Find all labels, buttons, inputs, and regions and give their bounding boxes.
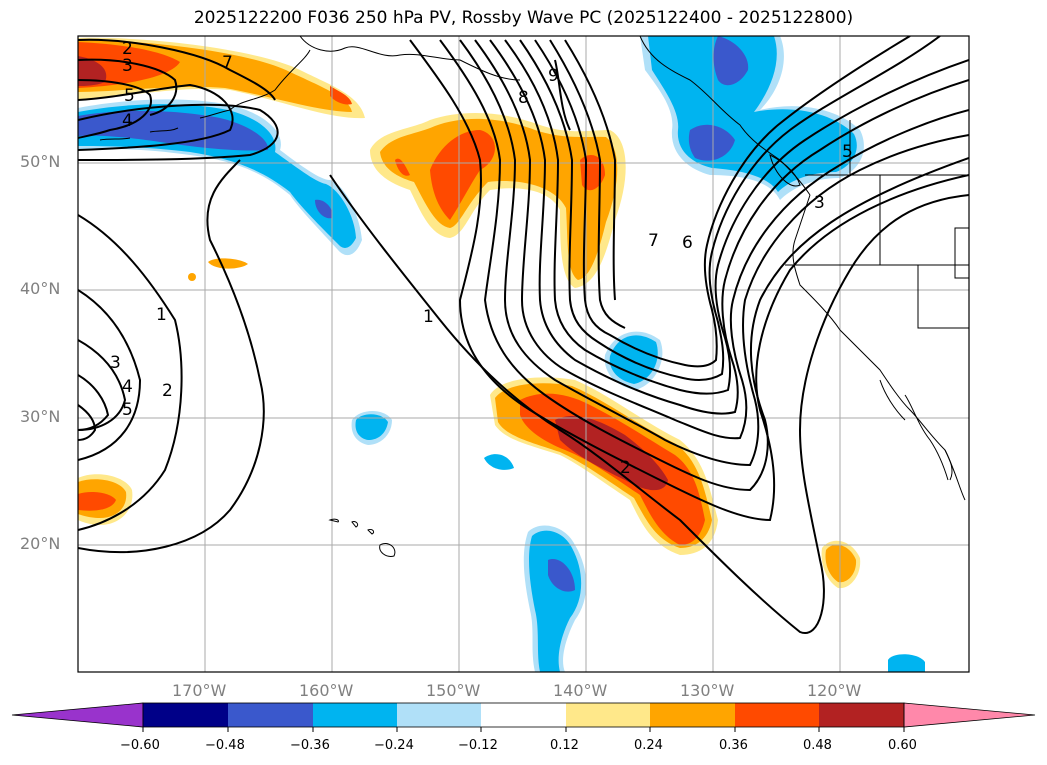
colorbar-tick-label: −0.12 (458, 738, 498, 753)
colorbar-tick-label: 0.48 (803, 738, 832, 753)
colorbar-tick-label: 0.36 (719, 738, 748, 753)
contour-label: 1 (156, 305, 167, 325)
contour-label: 5 (122, 400, 133, 420)
map-frame (77, 35, 970, 673)
contour-label: 2 (162, 381, 173, 401)
colorbar-tick-label: 0.12 (550, 738, 579, 753)
contour-label: 3 (110, 353, 121, 373)
contour-label: 9 (548, 66, 559, 86)
colorbar-swatch (481, 703, 566, 727)
contour-label: 7 (222, 53, 233, 73)
lat-label: 20°N (20, 534, 61, 553)
contour-labels: 2 3 5 4 7 9 8 1 6 7 5 3 1 3 4 5 2 2 (110, 39, 853, 478)
contour-label: 4 (122, 377, 133, 397)
colorbar-tick-label: −0.24 (374, 738, 414, 753)
colorbar-swatch (735, 703, 819, 727)
colorbar-extend-low (11, 702, 144, 728)
colorbar-swatch (650, 703, 735, 727)
contour-label: 7 (648, 231, 659, 251)
colorbar-extend-high (903, 702, 1036, 728)
contour-label: 5 (842, 142, 853, 162)
colorbar-tick-label: −0.48 (205, 738, 245, 753)
contour-label: 8 (518, 88, 529, 108)
lat-label: 50°N (20, 152, 61, 171)
contour-label: 2 (620, 458, 631, 478)
colorbar-swatch (397, 703, 481, 727)
coastlines (99, 36, 969, 557)
contour-label: 3 (122, 56, 133, 76)
colorbar-tick-label: −0.36 (290, 738, 330, 753)
colorbar-swatch (819, 703, 904, 727)
contour-label: 2 (122, 39, 133, 59)
contour-label: 3 (814, 193, 825, 213)
map-title: 2025122200 F036 250 hPa PV, Rossby Wave … (193, 8, 854, 28)
pv-contours (78, 36, 969, 635)
colorbar (11, 702, 1036, 732)
lon-label: 150°W (426, 681, 481, 700)
contour-label: 6 (682, 233, 693, 253)
colorbar-swatch (566, 703, 650, 727)
colorbar-swatch (313, 703, 397, 727)
colorbar-swatch (143, 703, 228, 727)
colorbar-tick-label: −0.60 (120, 738, 160, 753)
colorbar-swatch (228, 703, 313, 727)
lon-label: 120°W (807, 681, 862, 700)
lat-label: 40°N (20, 279, 61, 298)
lon-label: 170°W (172, 681, 227, 700)
contour-label: 5 (124, 86, 135, 106)
lon-label: 130°W (680, 681, 735, 700)
lon-label: 140°W (553, 681, 608, 700)
lat-label: 30°N (20, 407, 61, 426)
lon-label: 160°W (299, 681, 354, 700)
contour-label: 1 (423, 307, 434, 327)
contour-label: 4 (122, 111, 133, 131)
graticule (78, 36, 969, 672)
colorbar-tick-label: 0.60 (888, 738, 917, 753)
colorbar-tick-label: 0.24 (634, 738, 663, 753)
